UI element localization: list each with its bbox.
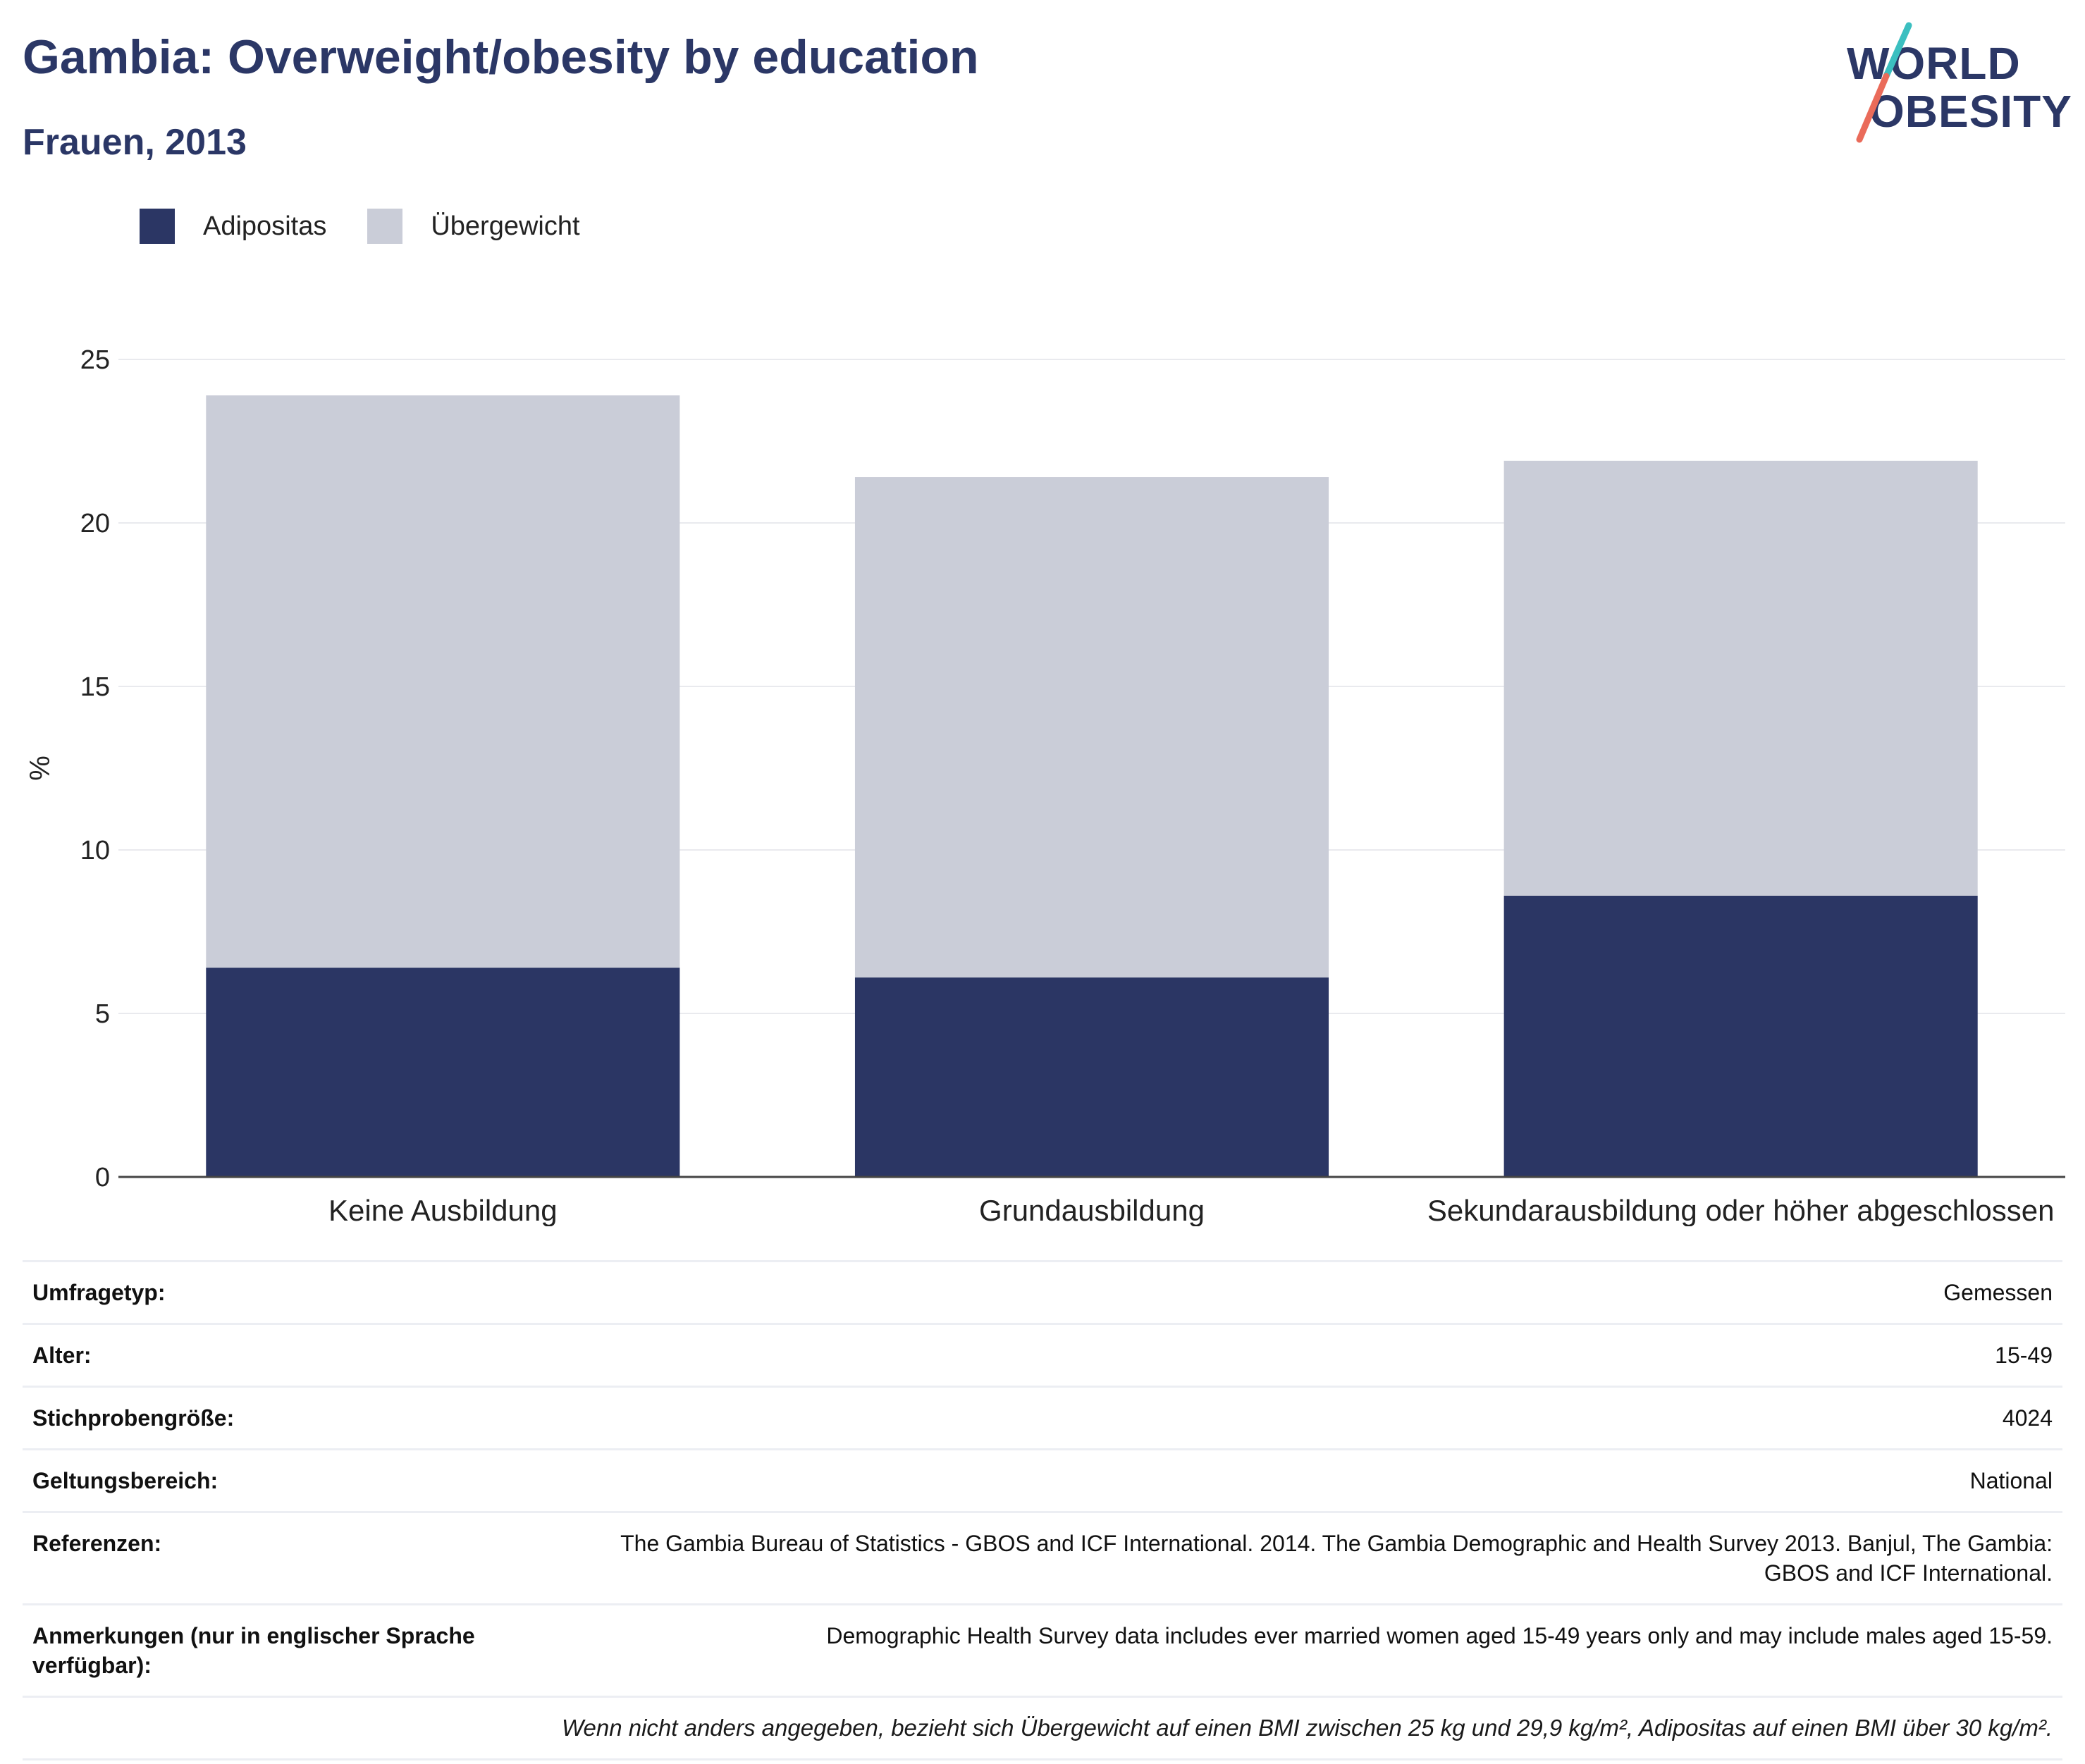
- world-obesity-logo: WORLD OBESITY: [1838, 20, 2072, 154]
- meta-key: Umfragetyp:: [32, 1280, 166, 1305]
- bmi-footnote: Wenn nicht anders angegeben, bezieht sic…: [561, 1715, 2053, 1741]
- y-tick-label: 20: [80, 509, 110, 538]
- meta-row-survey-type: Umfragetyp: Gemessen: [23, 1260, 2062, 1323]
- meta-key: Alter:: [32, 1343, 92, 1368]
- y-axis-label: %: [25, 755, 56, 781]
- meta-row-references: Referenzen: The Gambia Bureau of Statist…: [23, 1511, 2062, 1603]
- meta-row-notes: Anmerkungen (nur in englischer Sprache v…: [23, 1603, 2062, 1696]
- bar-obesity: [1503, 895, 1978, 1177]
- chart-title: Gambia: Overweight/obesity by education: [23, 30, 979, 84]
- x-tick-label: Sekundarausbildung oder höher abgeschlos…: [1427, 1194, 2055, 1226]
- bar-overweight: [1503, 460, 1978, 896]
- logo-slash-icon: [1856, 22, 1912, 143]
- legend-swatch-uebergewicht: [367, 209, 403, 244]
- logo-word-world: WORLD: [1847, 38, 2021, 89]
- y-tick-label: 25: [80, 345, 110, 375]
- bar-chart: 0 5 10 15 20 25% Keine Ausbildung Grundausbildu…: [25, 345, 2065, 1226]
- chart-legend: Adipositas Übergewicht: [140, 209, 621, 244]
- logo-word-obesity: OBESITY: [1869, 86, 2072, 137]
- meta-key: Geltungsbereich:: [32, 1468, 219, 1493]
- meta-row-coverage: Geltungsbereich: National: [23, 1448, 2062, 1511]
- bar-obesity: [854, 977, 1329, 1177]
- legend-item-uebergewicht[interactable]: Übergewicht: [367, 209, 580, 244]
- y-tick-label: 0: [95, 1163, 110, 1192]
- y-tick-label: 10: [80, 836, 110, 865]
- meta-row-age: Alter: 15-49: [23, 1323, 2062, 1386]
- meta-key: Referenzen:: [32, 1531, 162, 1556]
- legend-label-uebergewicht: Übergewicht: [431, 211, 580, 241]
- legend-label-adipositas: Adipositas: [203, 211, 327, 241]
- meta-value: 4024: [2002, 1405, 2053, 1431]
- legend-item-adipositas[interactable]: Adipositas: [140, 209, 326, 244]
- meta-value: 15-49: [1995, 1343, 2053, 1368]
- meta-value: The Gambia Bureau of Statistics - GBOS a…: [620, 1531, 2053, 1586]
- meta-row-footnote: Wenn nicht anders angegeben, bezieht sic…: [23, 1696, 2062, 1760]
- meta-key: Anmerkungen (nur in englischer Sprache v…: [32, 1623, 475, 1678]
- survey-metadata-table: Umfragetyp: Gemessen Alter: 15-49 Stichp…: [23, 1260, 2062, 1760]
- bar-overweight: [854, 477, 1329, 977]
- meta-value: National: [1969, 1468, 2053, 1493]
- y-tick-label: 5: [95, 999, 110, 1029]
- y-tick-label: 15: [80, 672, 110, 702]
- bar-obesity: [206, 968, 680, 1177]
- meta-value: Gemessen: [1943, 1280, 2053, 1305]
- meta-key: Stichprobengröße:: [32, 1405, 235, 1431]
- bar-overweight: [206, 395, 680, 968]
- meta-row-sample-size: Stichprobengröße: 4024: [23, 1386, 2062, 1448]
- x-tick-label: Keine Ausbildung: [328, 1194, 558, 1226]
- chart-subtitle: Frauen, 2013: [23, 122, 247, 163]
- legend-swatch-adipositas: [140, 209, 175, 244]
- meta-value: Demographic Health Survey data includes …: [826, 1623, 2053, 1648]
- x-tick-label: Grundausbildung: [979, 1194, 1205, 1226]
